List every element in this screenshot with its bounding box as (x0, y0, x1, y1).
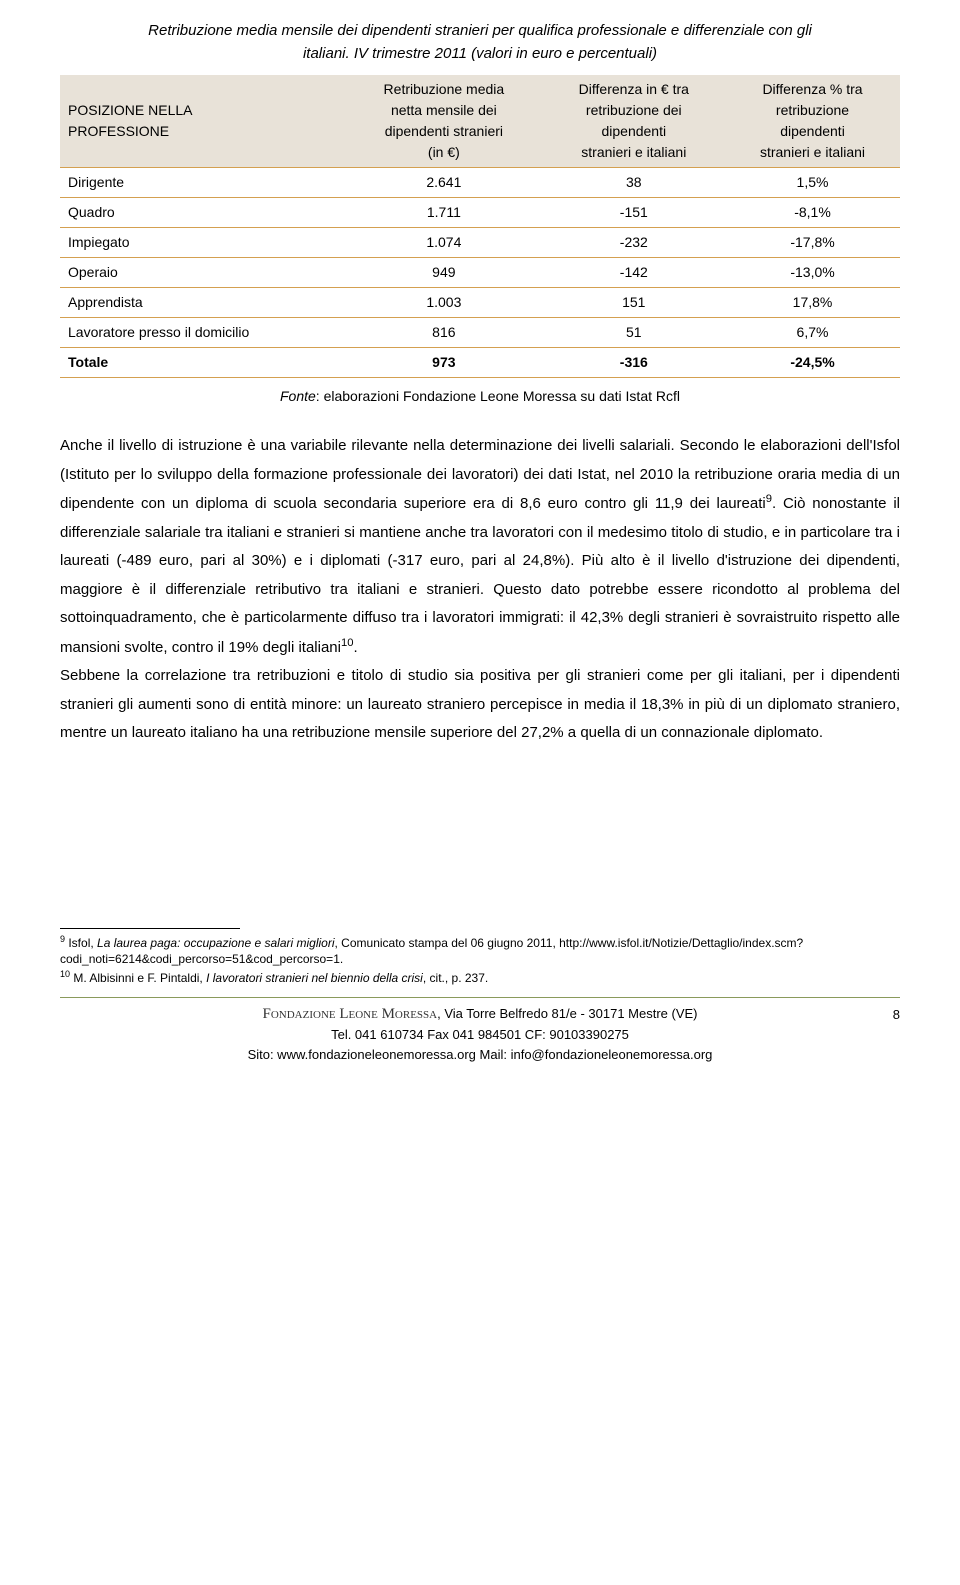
data-table: POSIZIONE NELLA PROFESSIONE Retribuzione… (60, 75, 900, 378)
fonte-line: Fonte: elaborazioni Fondazione Leone Mor… (60, 386, 900, 407)
title-line1: Retribuzione media mensile dei dipendent… (148, 22, 812, 39)
body-text: Anche il livello di istruzione è una var… (60, 432, 900, 748)
row-v3: -8,1% (725, 198, 900, 228)
total-v1: 973 (345, 348, 542, 378)
footer-sito: Sito: www.fondazioneleonemoressa.org Mai… (60, 1045, 900, 1065)
table-row: Quadro1.711-151-8,1% (60, 198, 900, 228)
th-col2-l3: dipendenti (551, 121, 717, 142)
row-v3: -13,0% (725, 258, 900, 288)
th-col0-l2: PROFESSIONE (68, 121, 337, 142)
total-v3: -24,5% (725, 348, 900, 378)
th-col1-l2: netta mensile dei (353, 100, 534, 121)
fn9-title: La laurea paga: occupazione e salari mig… (97, 936, 334, 950)
th-col1-l4: (in €) (353, 142, 534, 163)
footer-tel: Tel. 041 610734 Fax 041 984501 CF: 90103… (60, 1025, 900, 1045)
fonte-prefix: Fonte (280, 388, 316, 404)
footnote-separator (60, 928, 240, 929)
row-label: Dirigente (60, 168, 345, 198)
fonte-text: : elaborazioni Fondazione Leone Moressa … (316, 388, 680, 404)
th-col3-l2: retribuzione (733, 100, 892, 121)
row-v3: 1,5% (725, 168, 900, 198)
row-label: Operaio (60, 258, 345, 288)
row-v3: -17,8% (725, 228, 900, 258)
row-v2: 51 (543, 318, 725, 348)
paragraph-2: Sebbene la correlazione tra retribuzioni… (60, 662, 900, 748)
total-label: Totale (60, 348, 345, 378)
paragraph-1: Anche il livello di istruzione è una var… (60, 432, 900, 662)
th-col2-l1: Differenza in € tra (551, 79, 717, 100)
fn10-num: 10 (60, 969, 70, 979)
th-col1-l3: dipendenti stranieri (353, 121, 534, 142)
th-col1-l1: Retribuzione media (353, 79, 534, 100)
page-number: 8 (893, 1005, 900, 1025)
table-row: Impiegato1.074-232-17,8% (60, 228, 900, 258)
table-title: Retribuzione media mensile dei dipendent… (60, 20, 900, 65)
th-diff-pct: Differenza % tra retribuzione dipendenti… (725, 75, 900, 168)
th-col3-l3: dipendenti (733, 121, 892, 142)
footnotes: 9 Isfol, La laurea paga: occupazione e s… (60, 928, 900, 987)
row-v1: 1.003 (345, 288, 542, 318)
footnote-10: 10 M. Albisinni e F. Pintaldi, I lavorat… (60, 968, 900, 987)
row-label: Quadro (60, 198, 345, 228)
table-row: Dirigente2.641381,5% (60, 168, 900, 198)
row-v2: -142 (543, 258, 725, 288)
fn10-title: I lavoratori stranieri nel biennio della… (206, 971, 423, 985)
row-label: Lavoratore presso il domicilio (60, 318, 345, 348)
p1b: . Ciò nonostante il differenziale salari… (60, 495, 900, 656)
th-posizione: POSIZIONE NELLA PROFESSIONE (60, 75, 345, 168)
row-v1: 816 (345, 318, 542, 348)
th-col0-l1: POSIZIONE NELLA (68, 100, 337, 121)
row-v2: -232 (543, 228, 725, 258)
sup-10: 10 (341, 637, 354, 649)
table-row: Operaio949-142-13,0% (60, 258, 900, 288)
th-retribuzione: Retribuzione media netta mensile dei dip… (345, 75, 542, 168)
fn10-author: M. Albisinni e F. Pintaldi, (70, 971, 206, 985)
p1c: . (354, 639, 358, 656)
footnote-9: 9 Isfol, La laurea paga: occupazione e s… (60, 933, 900, 969)
row-v1: 1.711 (345, 198, 542, 228)
row-v3: 17,8% (725, 288, 900, 318)
total-v2: -316 (543, 348, 725, 378)
fn9-author: Isfol, (65, 936, 97, 950)
footer-line1: Fondazione Leone Moressa, Via Torre Belf… (60, 1003, 900, 1026)
title-line2: italiani. IV trimestre 2011 (valori in e… (303, 45, 657, 62)
row-label: Apprendista (60, 288, 345, 318)
footer-separator (60, 997, 900, 998)
table-row: Apprendista1.00315117,8% (60, 288, 900, 318)
row-v2: 151 (543, 288, 725, 318)
th-diff-euro: Differenza in € tra retribuzione dei dip… (543, 75, 725, 168)
table-header-row: POSIZIONE NELLA PROFESSIONE Retribuzione… (60, 75, 900, 168)
footer: Fondazione Leone Moressa, Via Torre Belf… (60, 1003, 900, 1065)
th-col3-l1: Differenza % tra (733, 79, 892, 100)
th-col2-l4: stranieri e italiani (551, 142, 717, 163)
footer-addr: , Via Torre Belfredo 81/e - 30171 Mestre… (437, 1006, 697, 1021)
table-body: Dirigente2.641381,5%Quadro1.711-151-8,1%… (60, 168, 900, 378)
row-v1: 2.641 (345, 168, 542, 198)
fn10-rest: , cit., p. 237. (423, 971, 488, 985)
table-container: POSIZIONE NELLA PROFESSIONE Retribuzione… (60, 75, 900, 378)
row-v1: 949 (345, 258, 542, 288)
row-v1: 1.074 (345, 228, 542, 258)
th-col3-l4: stranieri e italiani (733, 142, 892, 163)
table-row-total: Totale973-316-24,5% (60, 348, 900, 378)
row-v2: 38 (543, 168, 725, 198)
row-v3: 6,7% (725, 318, 900, 348)
row-label: Impiegato (60, 228, 345, 258)
th-col2-l2: retribuzione dei (551, 100, 717, 121)
row-v2: -151 (543, 198, 725, 228)
table-row: Lavoratore presso il domicilio816516,7% (60, 318, 900, 348)
footer-org: Fondazione Leone Moressa (263, 1006, 438, 1022)
